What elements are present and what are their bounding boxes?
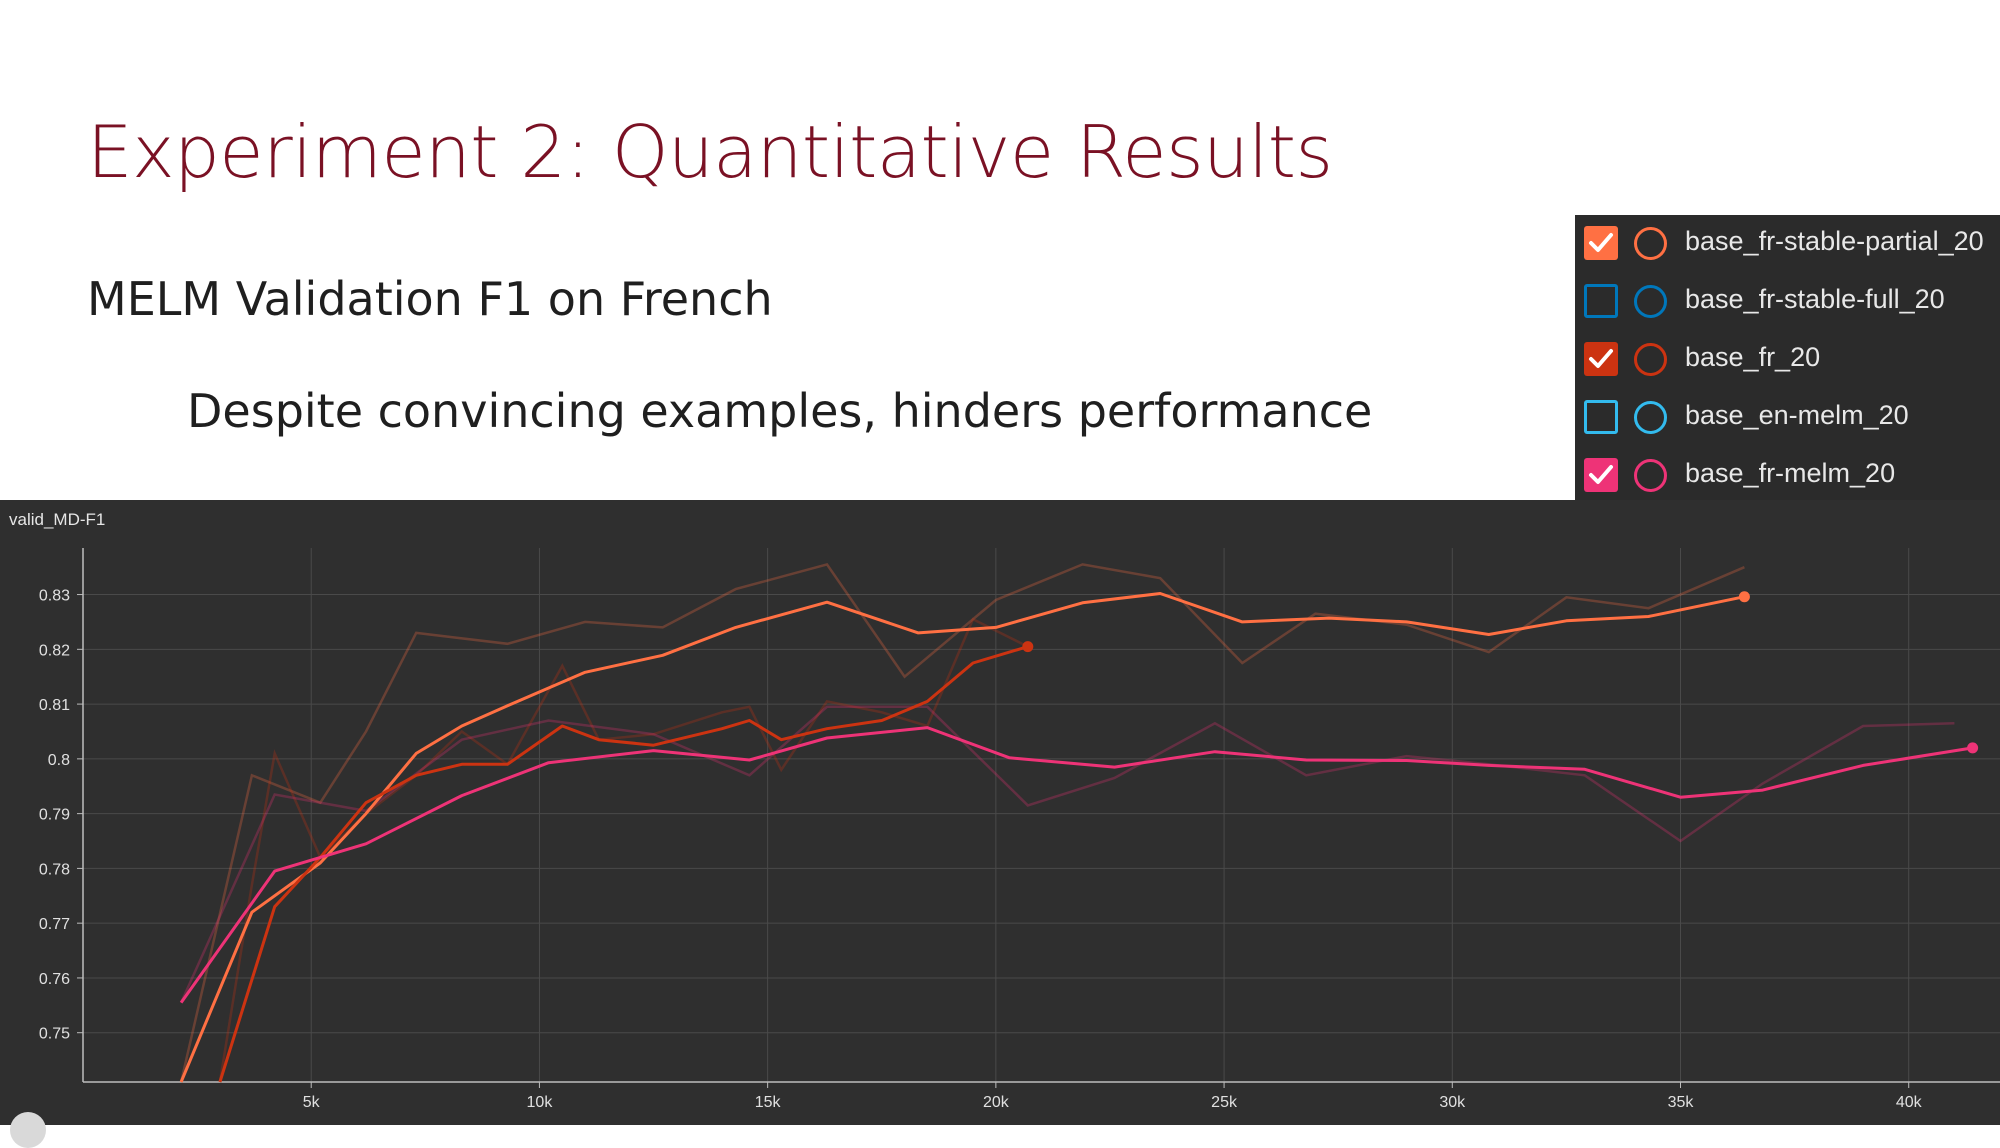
x-tick-label: 30k: [1439, 1094, 1466, 1111]
y-tick-label: 0.8: [48, 752, 70, 769]
series-line: [179, 726, 1973, 1004]
run-label: base_fr-stable-full_20: [1685, 284, 1945, 314]
x-tick-label: 40k: [1896, 1094, 1923, 1111]
color-circle-icon[interactable]: [1634, 459, 1667, 492]
y-tick-label: 0.79: [39, 807, 70, 824]
y-tick-label: 0.75: [39, 1026, 70, 1043]
run-checkbox-3[interactable]: [1584, 400, 1618, 434]
series-line: [218, 645, 1029, 1083]
chart-title: valid_MD-F1: [9, 510, 106, 529]
run-checkbox-2[interactable]: [1584, 342, 1618, 376]
y-tick-label: 0.76: [39, 971, 70, 988]
legend-item-0[interactable]: base_fr-stable-partial_20: [1575, 215, 2000, 273]
y-tick-label: 0.82: [39, 642, 70, 659]
check-icon: [1589, 349, 1613, 368]
slide-title: Experiment 2: Quantitative Results: [87, 110, 1333, 194]
x-tick-label: 10k: [527, 1094, 554, 1111]
x-tick-label: 15k: [755, 1094, 782, 1111]
run-label: base_fr-melm_20: [1685, 458, 1896, 488]
slide-note: Despite convincing examples, hinders per…: [187, 384, 1373, 438]
expand-button[interactable]: [10, 1112, 46, 1148]
y-tick-label: 0.81: [39, 697, 70, 714]
color-circle-icon[interactable]: [1634, 285, 1667, 318]
series-line: [179, 592, 1745, 1083]
run-label: base_fr-stable-partial_20: [1685, 226, 1984, 256]
slide-subtitle: MELM Validation F1 on French: [87, 272, 773, 326]
y-tick-label: 0.78: [39, 861, 70, 878]
y-tick-label: 0.77: [39, 916, 70, 933]
legend-item-1[interactable]: base_fr-stable-full_20: [1575, 273, 2000, 331]
run-legend: base_fr-stable-partial_20 base_fr-stable…: [1575, 215, 2000, 502]
legend-item-3[interactable]: base_en-melm_20: [1575, 389, 2000, 447]
series-endpoint: [1967, 742, 1979, 754]
raw-series-line: [179, 562, 1745, 1083]
x-tick-label: 5k: [303, 1094, 321, 1111]
color-circle-icon[interactable]: [1634, 343, 1667, 376]
series-endpoint: [1738, 591, 1750, 603]
legend-item-2[interactable]: base_fr_20: [1575, 331, 2000, 389]
color-circle-icon[interactable]: [1634, 227, 1667, 260]
color-circle-icon[interactable]: [1634, 401, 1667, 434]
line-chart[interactable]: 5k 10k 15k 20k 25k 30k 35k 40k 0.75 0.76 0.77 0.78 0…: [0, 500, 2000, 1125]
run-label: base_en-melm_20: [1685, 400, 1909, 430]
check-icon: [1589, 233, 1613, 252]
check-icon: [1589, 465, 1613, 484]
series-endpoint: [1022, 641, 1034, 653]
legend-item-4[interactable]: base_fr-melm_20: [1575, 447, 2000, 505]
x-tick-label: 35k: [1668, 1094, 1695, 1111]
y-tick-label: 0.83: [39, 588, 70, 605]
x-tick-label: 25k: [1211, 1094, 1238, 1111]
raw-series-line: [179, 705, 1955, 1004]
chart-panel: valid_MD-F1 5k 10k 15k 20k 25k 30k 35k 40k 0.75 0…: [0, 500, 2000, 1125]
run-checkbox-4[interactable]: [1584, 458, 1618, 492]
x-tick-label: 20k: [983, 1094, 1010, 1111]
run-checkbox-1[interactable]: [1584, 284, 1618, 318]
run-label: base_fr_20: [1685, 342, 1821, 372]
run-checkbox-0[interactable]: [1584, 226, 1618, 260]
